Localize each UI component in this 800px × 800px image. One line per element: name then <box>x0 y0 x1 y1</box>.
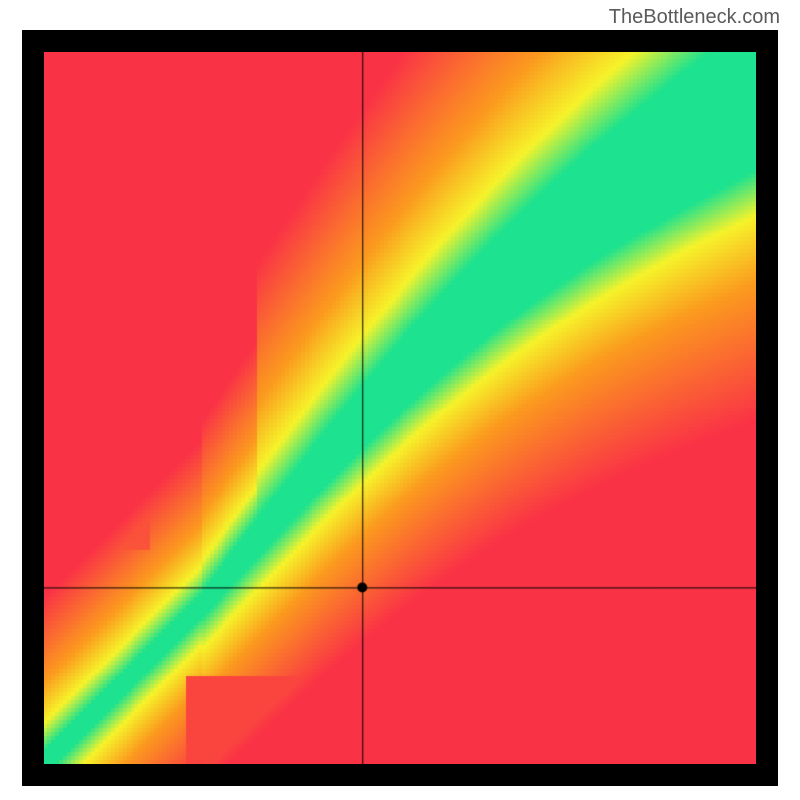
watermark-text: TheBottleneck.com <box>609 6 780 29</box>
chart-container: TheBottleneck.com <box>0 0 800 800</box>
heatmap-canvas <box>44 52 756 764</box>
chart-black-frame <box>22 30 778 786</box>
